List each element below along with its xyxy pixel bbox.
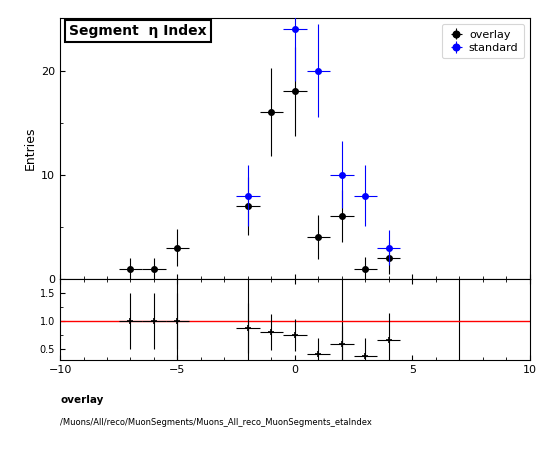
Text: overlay: overlay — [60, 395, 103, 405]
Legend: overlay, standard: overlay, standard — [442, 24, 524, 59]
Text: /Muons/All/reco/MuonSegments/Muons_All_reco_MuonSegments_etaIndex: /Muons/All/reco/MuonSegments/Muons_All_r… — [60, 418, 372, 427]
Text: Segment  η Index: Segment η Index — [69, 24, 207, 38]
Y-axis label: Entries: Entries — [24, 127, 37, 170]
